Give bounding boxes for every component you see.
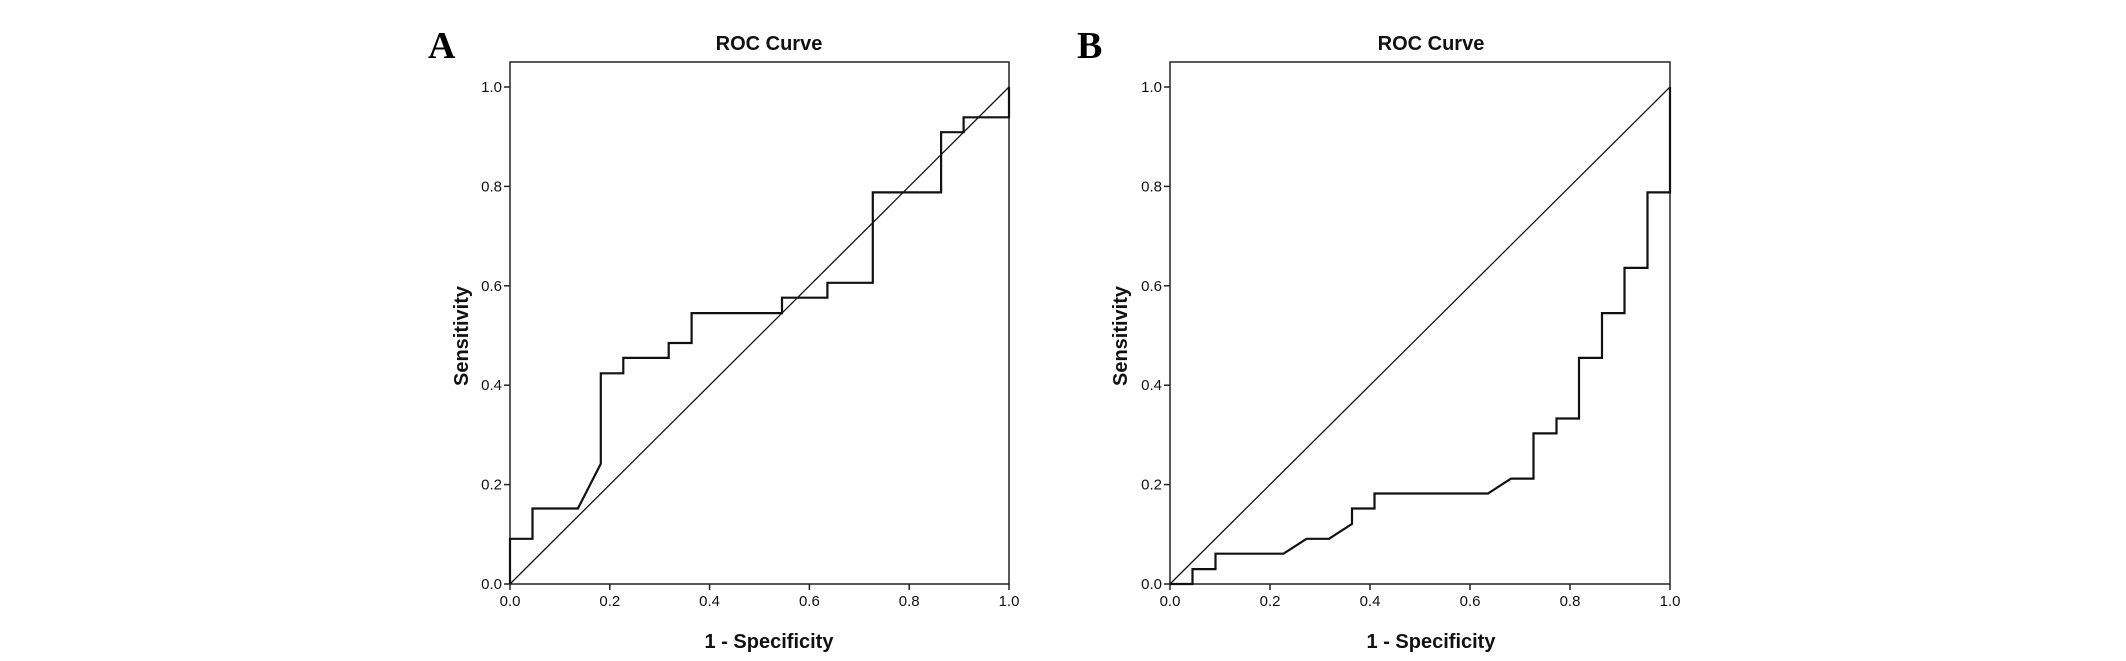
x-tick-label: 1.0: [999, 593, 1020, 610]
panel-a: A ROC Curve 1 - Specificity Sensitivity …: [428, 25, 1019, 653]
x-tick-label: 0.0: [500, 593, 521, 610]
x-axis-label: 1 - Specificity: [705, 631, 835, 653]
y-tick-label: 0.2: [481, 477, 502, 494]
y-tick-label: 0.2: [1141, 477, 1162, 494]
plot-frame: [1169, 61, 1671, 585]
y-tick-label: 0.4: [481, 377, 502, 394]
chart-title: ROC Curve: [716, 33, 823, 55]
y-axis-label: Sensitivity: [451, 285, 473, 386]
y-axis-label: Sensitivity: [1110, 285, 1132, 386]
x-tick-label: 0.4: [1360, 593, 1381, 610]
x-tick-label: 0.6: [1460, 593, 1481, 610]
panel-label: B: [1077, 25, 1102, 67]
y-tick-label: 1.0: [1141, 79, 1162, 96]
chart-title: ROC Curve: [1378, 33, 1485, 55]
roc-curve-line: [1170, 87, 1672, 586]
x-tick-label: 1.0: [1660, 593, 1681, 610]
x-tick-label: 0.2: [599, 593, 620, 610]
y-tick-label: 1.0: [481, 79, 502, 96]
x-tick-label: 0.8: [1560, 593, 1581, 610]
y-tick-label: 0.8: [1141, 178, 1162, 195]
y-tick-label: 0.0: [481, 576, 502, 593]
y-tick-label: 0.0: [1141, 576, 1162, 593]
roc-curve-line: [508, 87, 1011, 584]
y-tick-label: 0.8: [481, 178, 502, 195]
x-tick-label: 0.0: [1160, 593, 1181, 610]
panel-label: A: [428, 25, 456, 67]
reference-diagonal-line: [509, 86, 1010, 585]
panel-b: B ROC Curve 1 - Specificity Sensitivity …: [1077, 25, 1680, 653]
x-tick-label: 0.4: [699, 593, 720, 610]
y-tick-label: 0.4: [1141, 377, 1162, 394]
reference-diagonal-line: [1169, 86, 1671, 585]
x-axis-label: 1 - Specificity: [1367, 631, 1497, 653]
x-tick-label: 0.8: [899, 593, 920, 610]
y-tick-label: 0.6: [1141, 278, 1162, 295]
x-tick-label: 0.2: [1260, 593, 1281, 610]
x-tick-label: 0.6: [799, 593, 820, 610]
plot-frame: [509, 61, 1010, 585]
y-tick-label: 0.6: [481, 278, 502, 295]
